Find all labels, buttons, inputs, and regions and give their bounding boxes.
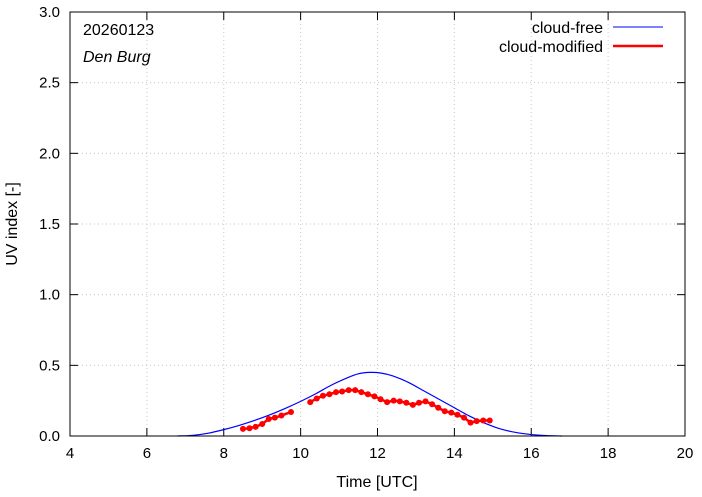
cloud-modified-point (288, 408, 295, 415)
cloud-modified-point (467, 419, 474, 426)
plot-series (177, 371, 563, 437)
x-tick-label: 10 (292, 445, 309, 462)
y-tick-label: 2.5 (39, 75, 60, 92)
legend-label-cloud-modified: cloud-modified (499, 39, 603, 56)
cloud-modified-point (319, 392, 326, 399)
cloud-modified-point (384, 399, 391, 406)
plot-frame (69, 11, 686, 437)
y-tick-label: 3.0 (39, 4, 60, 21)
x-tick-label: 6 (143, 445, 151, 462)
cloud-modified-point (409, 401, 416, 408)
y-tick-label: 1.0 (39, 287, 60, 304)
cloud-modified-point (326, 391, 333, 398)
y-axis-label: UV index [-] (4, 182, 21, 266)
cloud-modified-point (396, 398, 403, 405)
x-tick-label: 8 (220, 445, 228, 462)
cloud-modified-point (339, 388, 346, 395)
cloud-modified-point (441, 408, 448, 415)
cloud-modified-point (358, 389, 365, 396)
cloud-modified-point (377, 396, 384, 403)
cloud-modified-point (259, 420, 266, 427)
y-tick-label: 1.5 (39, 216, 60, 233)
cloud-modified-point (278, 412, 285, 419)
cloud-modified-point (429, 401, 436, 408)
cloud-modified-point (448, 409, 455, 416)
cloud-modified-point (352, 387, 359, 394)
x-tick-label: 4 (66, 445, 74, 462)
cloud-modified-point (239, 425, 246, 432)
station-annotation: Den Burg (83, 49, 151, 66)
x-axis-label: Time [UTC] (336, 474, 417, 491)
cloud-modified-point (345, 387, 352, 394)
axis-ticks: 4 6 8 10 12 14 16 18 20 0.0 0.5 1.0 1.5 2.0 2.5 3.0 (39, 4, 693, 462)
legend-label-cloud-free: cloud-free (532, 20, 603, 37)
cloud-modified-point (390, 397, 397, 404)
cloud-modified-point (422, 398, 429, 405)
cloud-modified-point (454, 411, 461, 418)
date-annotation: 20260123 (83, 22, 154, 39)
x-tick-label: 16 (523, 445, 540, 462)
cloud-modified-point (460, 414, 467, 421)
x-tick-label: 12 (369, 445, 386, 462)
cloud-modified-point (371, 393, 378, 400)
y-tick-label: 2.0 (39, 145, 60, 162)
cloud-modified-point (480, 417, 487, 424)
cloud-modified-point (416, 399, 423, 406)
cloud-modified-point (403, 399, 410, 406)
cloud-modified-point (265, 416, 272, 423)
cloud-modified-point (271, 414, 278, 421)
cloud-modified-point (435, 404, 442, 411)
cloud-modified-point (332, 389, 339, 396)
cloud-modified-point (246, 425, 253, 432)
cloud-modified-point (364, 391, 371, 398)
grid-lines (70, 12, 685, 436)
x-tick-label: 20 (677, 445, 694, 462)
cloud-modified-point (486, 417, 493, 424)
y-tick-label: 0.0 (39, 428, 60, 445)
cloud-modified-point (252, 423, 259, 430)
cloud-modified-point (473, 418, 480, 425)
y-tick-label: 0.5 (39, 357, 60, 374)
cloud-modified-point (313, 395, 320, 402)
cloud-modified-point (307, 399, 314, 406)
cloud-free-line (177, 371, 563, 437)
x-tick-label: 18 (600, 445, 617, 462)
x-tick-label: 14 (446, 445, 463, 462)
